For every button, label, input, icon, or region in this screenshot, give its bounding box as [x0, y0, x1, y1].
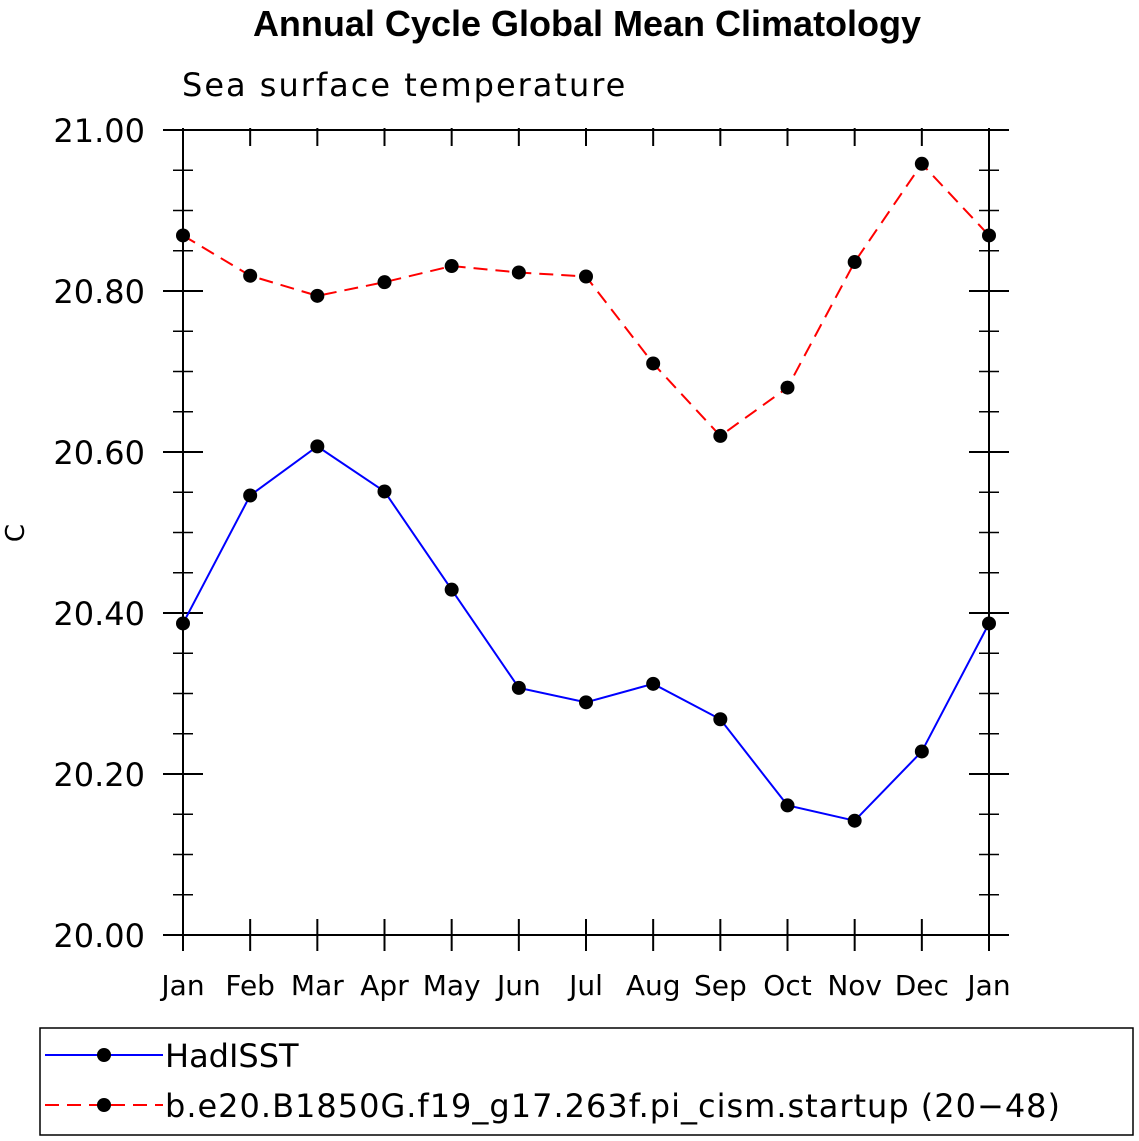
data-point-0: [243, 488, 258, 503]
x-tick-label: Jan: [159, 969, 204, 1002]
data-point-0: [982, 616, 996, 631]
data-point-1: [444, 259, 459, 274]
data-point-0: [713, 712, 728, 727]
data-point-0: [444, 582, 459, 597]
y-tick-label: 20.20: [53, 756, 145, 794]
data-point-0: [579, 695, 593, 710]
legend-label-model: b.e20.B1850G.f19_g17.263f.pi_cism.startu…: [165, 1087, 1061, 1125]
data-point-0: [511, 680, 526, 695]
plot-frame: [182, 129, 990, 936]
data-point-0: [914, 744, 929, 759]
data-point-1: [579, 269, 593, 284]
x-tick-label: Oct: [763, 969, 811, 1002]
x-tick-labels: Jan Feb Mar Apr May Jun Jul Aug Sep Oct Nov Dec Jan: [159, 969, 1010, 1002]
data-point-1: [310, 288, 325, 303]
series-layer: [176, 156, 996, 828]
x-tick-label: May: [423, 969, 481, 1002]
x-tick-label: Feb: [225, 969, 275, 1002]
y-axis-label: C: [1, 524, 31, 542]
legend-marker-model: [97, 1098, 111, 1112]
y-tick-label: 21.00: [53, 112, 145, 150]
y-tick-labels: 20.00 20.20 20.40 20.60 20.80 21.00: [53, 112, 145, 955]
data-point-0: [176, 616, 190, 631]
data-point-1: [713, 428, 728, 443]
legend-box: [39, 1027, 1134, 1136]
data-point-1: [243, 268, 258, 283]
data-point-0: [310, 439, 325, 454]
data-point-1: [646, 356, 661, 371]
x-tick-label: Dec: [895, 969, 949, 1002]
y-tick-label: 20.00: [53, 917, 145, 955]
chart-subtitle: Sea surface temperature: [182, 66, 627, 104]
legend: HadISST b.e20.B1850G.f19_g17.263f.pi_cis…: [39, 1027, 1134, 1136]
chart-title: Annual Cycle Global Mean Climatology: [253, 3, 921, 44]
x-tick-label: Nov: [827, 969, 882, 1002]
axis-ticks: [163, 128, 1009, 951]
x-tick-label: Aug: [626, 969, 681, 1002]
data-point-1: [377, 275, 392, 290]
y-tick-label: 20.40: [53, 595, 145, 633]
x-tick-label: Apr: [360, 969, 409, 1002]
data-point-1: [982, 228, 996, 243]
y-tick-label: 20.60: [53, 434, 145, 472]
legend-label-hadisst: HadISST: [165, 1037, 299, 1075]
data-point-0: [377, 484, 392, 499]
data-point-1: [914, 156, 929, 171]
y-tick-label: 20.80: [53, 273, 145, 311]
data-point-0: [780, 798, 795, 813]
legend-marker-hadisst: [97, 1048, 111, 1062]
x-tick-label: Sep: [694, 969, 747, 1002]
series-line-0: [182, 445, 990, 822]
x-tick-label: Jul: [567, 969, 603, 1002]
data-point-1: [176, 228, 190, 243]
data-point-1: [780, 380, 795, 395]
x-tick-label: Mar: [291, 969, 344, 1002]
series-line-1: [182, 162, 990, 438]
data-point-0: [646, 676, 661, 691]
data-point-1: [847, 255, 862, 270]
data-point-1: [511, 265, 526, 280]
x-tick-label: Jan: [965, 969, 1010, 1002]
data-point-0: [847, 813, 862, 828]
x-tick-label: Jun: [495, 969, 541, 1002]
